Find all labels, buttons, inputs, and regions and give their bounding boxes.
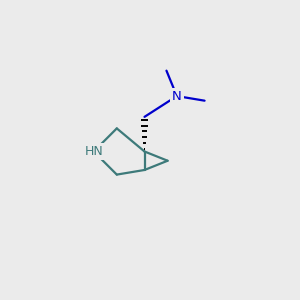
Text: HN: HN — [84, 145, 103, 158]
Text: N: N — [172, 90, 182, 103]
